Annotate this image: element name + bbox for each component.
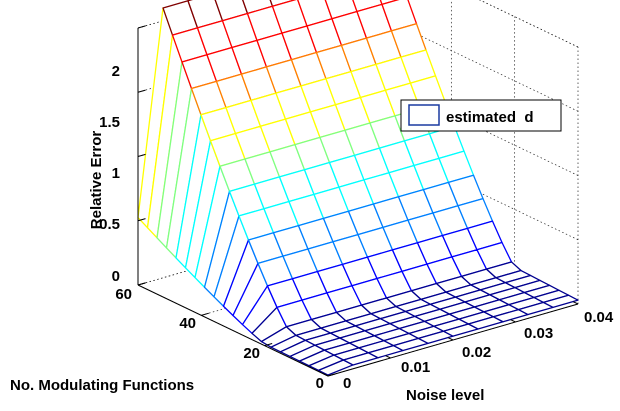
grid-line xyxy=(387,19,579,112)
z-tick-label: 1.5 xyxy=(99,114,120,131)
x-tick-mark xyxy=(323,373,329,377)
x-axis-title: Noise level xyxy=(406,387,484,404)
surface-patch xyxy=(542,294,579,308)
y-tick-mark xyxy=(264,343,273,347)
grid-line xyxy=(387,148,579,241)
z-axis-ticks: 0 0.5 1 1.5 2 xyxy=(99,63,120,285)
x-tick-label: 0 xyxy=(343,375,351,392)
legend: estimated d xyxy=(400,99,562,132)
y-tick-label: 20 xyxy=(243,345,260,362)
z-tick-label: 2 xyxy=(112,63,120,80)
y-tick-label: 60 xyxy=(115,286,132,303)
legend-swatch xyxy=(408,104,440,126)
x-axis-ticks: 0 0.01 0.02 0.03 0.04 xyxy=(343,309,614,392)
axis-lines xyxy=(137,25,579,377)
x-tick-label: 0.04 xyxy=(584,309,614,326)
y-axis-ticks: 0 20 40 60 xyxy=(115,286,324,392)
x-tick-label: 0.01 xyxy=(401,359,430,376)
z-tick-label: 0 xyxy=(112,268,120,285)
y-tick-mark xyxy=(327,373,336,377)
x-tick-mark xyxy=(385,355,391,359)
z-tick-label: 1 xyxy=(112,165,120,182)
box-edge xyxy=(479,0,579,48)
z-tick-mark xyxy=(137,218,146,222)
z-tick-mark xyxy=(137,89,146,93)
z-tick-mark xyxy=(137,153,146,157)
y-tick-label: 0 xyxy=(316,375,324,392)
x-tick-mark xyxy=(573,301,579,305)
y-tick-mark xyxy=(201,312,209,316)
z-tick-label: 0.5 xyxy=(99,216,120,233)
z-axis-title: Relative Error xyxy=(88,131,105,230)
z-tick-mark xyxy=(137,25,146,29)
x-tick-label: 0.02 xyxy=(462,344,491,361)
x-tick-label: 0.03 xyxy=(524,325,553,342)
error-surface xyxy=(137,0,579,376)
legend-label: estimated d xyxy=(446,109,534,126)
y-axis-title: No. Modulating Functions xyxy=(10,377,194,394)
x-tick-mark xyxy=(448,337,454,341)
y-tick-label: 40 xyxy=(179,315,196,332)
x-tick-mark xyxy=(510,319,516,323)
y-axis-line xyxy=(137,284,329,377)
z-tick-mark xyxy=(137,282,146,286)
